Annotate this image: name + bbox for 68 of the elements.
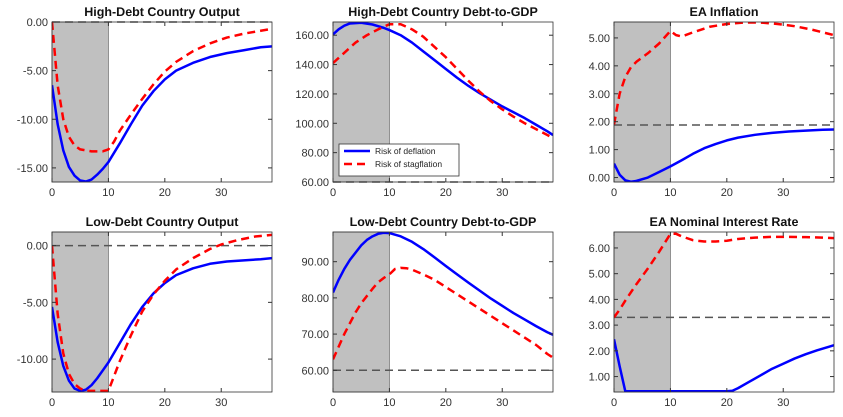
line-series — [614, 22, 834, 126]
y-tick-label: 70.00 — [301, 329, 329, 342]
x-tick-label: 20 — [440, 187, 452, 199]
x-tick-label: 20 — [720, 397, 733, 409]
chart-title: EA Inflation — [690, 5, 758, 19]
y-tick-label: -5.00 — [22, 297, 48, 310]
x-tick-label: 30 — [777, 397, 790, 409]
y-tick-label: 2.00 — [588, 346, 610, 358]
y-tick-label: 160.00 — [295, 30, 329, 42]
y-tick-label: 1.00 — [588, 144, 610, 157]
chart-title: Low-Debt Country Output — [86, 215, 240, 229]
y-tick-label: 0.00 — [26, 17, 48, 29]
x-tick-label: 0 — [48, 397, 56, 409]
x-tick-label: 0 — [330, 397, 336, 409]
y-tick-label: 80.00 — [301, 148, 329, 160]
y-tick-label: 0.00 — [26, 240, 48, 253]
y-tick-label: 140.00 — [295, 60, 329, 72]
x-tick-label: 20 — [720, 187, 733, 199]
x-tick-label: 0 — [610, 187, 618, 199]
line-series — [333, 232, 553, 336]
chart-title: High-Debt Country Debt-to-GDP — [348, 5, 538, 19]
y-tick-label: -15.00 — [16, 162, 48, 175]
y-tick-label: 3.00 — [588, 88, 610, 101]
y-tick-label: 100.00 — [295, 118, 329, 130]
y-tick-label: 5.00 — [588, 32, 610, 45]
y-tick-label: 120.00 — [295, 88, 329, 101]
y-tick-label: 3.00 — [588, 320, 610, 332]
x-tick-label: 10 — [664, 397, 677, 409]
x-tick-label: 0 — [48, 187, 56, 199]
x-tick-label: 10 — [383, 397, 396, 409]
y-tick-label: 90.00 — [301, 256, 329, 269]
x-tick-label: 30 — [215, 397, 228, 409]
line-series — [52, 45, 272, 182]
legend-label: Risk of stagflation — [375, 159, 442, 169]
legend-label: Risk of deflation — [375, 146, 436, 156]
y-tick-label: 60.00 — [301, 365, 329, 378]
chart-title: High-Debt Country Output — [84, 5, 241, 19]
y-tick-label: 0.00 — [588, 172, 610, 185]
x-tick-label: 20 — [158, 397, 171, 409]
y-tick-label: -5.00 — [22, 66, 48, 78]
x-tick-label: 20 — [158, 187, 171, 199]
x-tick-label: 10 — [102, 397, 115, 409]
line-series — [614, 128, 834, 182]
x-tick-label: 30 — [215, 187, 228, 199]
y-tick-label: 60.00 — [301, 177, 329, 189]
y-tick-label: -10.00 — [16, 354, 48, 366]
y-tick-label: 1.00 — [588, 372, 610, 384]
line-series — [614, 232, 834, 319]
x-tick-label: 30 — [496, 187, 508, 199]
x-tick-label: 10 — [664, 187, 677, 199]
line-series — [333, 266, 553, 361]
line-series — [614, 338, 834, 392]
x-tick-label: 30 — [777, 187, 790, 199]
x-tick-label: 0 — [610, 397, 618, 409]
y-tick-label: 80.00 — [301, 292, 329, 305]
x-tick-label: 30 — [496, 397, 508, 409]
y-tick-label: 4.00 — [588, 294, 610, 306]
x-tick-label: 0 — [330, 187, 336, 199]
x-tick-label: 20 — [440, 397, 452, 409]
chart-title: EA Nominal Interest Rate — [650, 215, 798, 229]
y-tick-label: -10.00 — [16, 114, 48, 126]
y-tick-label: 2.00 — [588, 116, 610, 129]
x-tick-label: 10 — [383, 187, 396, 199]
x-tick-label: 10 — [102, 187, 115, 199]
y-tick-label: 6.00 — [588, 242, 610, 255]
y-tick-label: 4.00 — [588, 60, 610, 73]
y-tick-label: 5.00 — [588, 268, 610, 281]
chart-title: Low-Debt Country Debt-to-GDP — [350, 215, 536, 229]
